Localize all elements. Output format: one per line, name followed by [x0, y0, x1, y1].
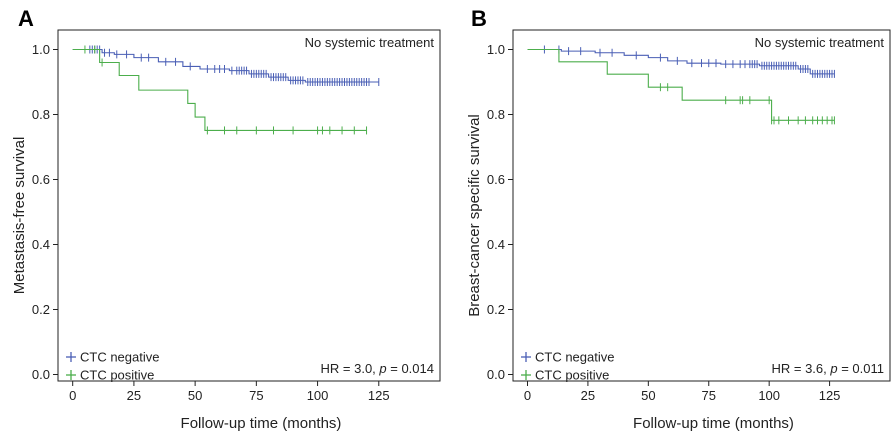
plot-frame — [57, 29, 441, 382]
series-ctc-negative: CTC negative — [66, 45, 380, 365]
chart-panel: A No systemic treatment 0.0 0.2 0.4 0.6 0.8 1.0… — [11, 6, 441, 432]
y-tick-label: 1.0 — [32, 42, 50, 57]
y-tick-label: 0.6 — [32, 172, 50, 187]
y-tick-label: 0.2 — [32, 302, 50, 317]
x-tick-label: 0 — [69, 388, 76, 403]
y-tick-label: 0.4 — [487, 237, 505, 252]
hazard-ratio-annotation: HR = 3.0, p = 0.014 — [321, 361, 434, 376]
plot-frame — [512, 29, 891, 382]
x-tick-label: 0 — [524, 388, 531, 403]
chart-title: No systemic treatment — [305, 35, 435, 50]
x-tick-label: 75 — [249, 388, 263, 403]
y-axis-title: Metastasis-free survival — [11, 137, 28, 295]
legend-label: CTC positive — [535, 368, 609, 383]
survival-step-line — [72, 48, 379, 83]
legend-label: CTC positive — [80, 368, 154, 383]
series-ctc-negative: CTC negative — [521, 45, 835, 365]
y-tick-label: 1.0 — [487, 42, 505, 57]
hazard-ratio-annotation: HR = 3.6, p = 0.011 — [771, 361, 884, 376]
hr-text: HR = 3.6, — [771, 361, 830, 376]
x-tick-label: 25 — [127, 388, 141, 403]
y-tick-label: 0.4 — [32, 237, 50, 252]
legend-label: CTC negative — [80, 350, 159, 365]
y-tick-label: 0.8 — [32, 107, 50, 122]
survival-step-line — [72, 48, 367, 131]
y-tick-label: 0.2 — [487, 302, 505, 317]
x-tick-label: 100 — [758, 388, 780, 403]
x-tick-label: 25 — [581, 388, 595, 403]
x-axis-title: Follow-up time (months) — [633, 415, 794, 432]
chart-panel: B No systemic treatment 0.0 0.2 0.4 0.6 0.8 1.0… — [466, 6, 891, 432]
hr-text: HR = 3.0, — [321, 361, 380, 376]
x-tick-label: 50 — [188, 388, 202, 403]
x-tick-label: 125 — [819, 388, 841, 403]
x-axis-title: Follow-up time (months) — [181, 415, 342, 432]
series-ctc-positive: CTC positive — [521, 48, 835, 383]
panel-letter: B — [471, 6, 487, 31]
x-tick-label: 100 — [307, 388, 329, 403]
y-tick-label: 0.0 — [32, 367, 50, 382]
legend-label: CTC negative — [535, 350, 614, 365]
x-tick-label: 75 — [702, 388, 716, 403]
y-axis-title: Breast-cancer specific survival — [466, 114, 483, 317]
series-ctc-positive: CTC positive — [66, 45, 368, 383]
y-tick-label: 0.6 — [487, 172, 505, 187]
panel-letter: A — [18, 6, 34, 31]
p-value-text: = 0.014 — [387, 361, 434, 376]
chart-title: No systemic treatment — [755, 35, 885, 50]
p-symbol: p — [378, 361, 386, 376]
x-tick-label: 125 — [368, 388, 390, 403]
p-value-text: = 0.011 — [838, 361, 884, 376]
y-tick-label: 0.8 — [487, 107, 505, 122]
survival-step-line — [527, 48, 835, 121]
x-tick-label: 50 — [641, 388, 655, 403]
y-tick-label: 0.0 — [487, 367, 505, 382]
p-symbol: p — [829, 361, 837, 376]
